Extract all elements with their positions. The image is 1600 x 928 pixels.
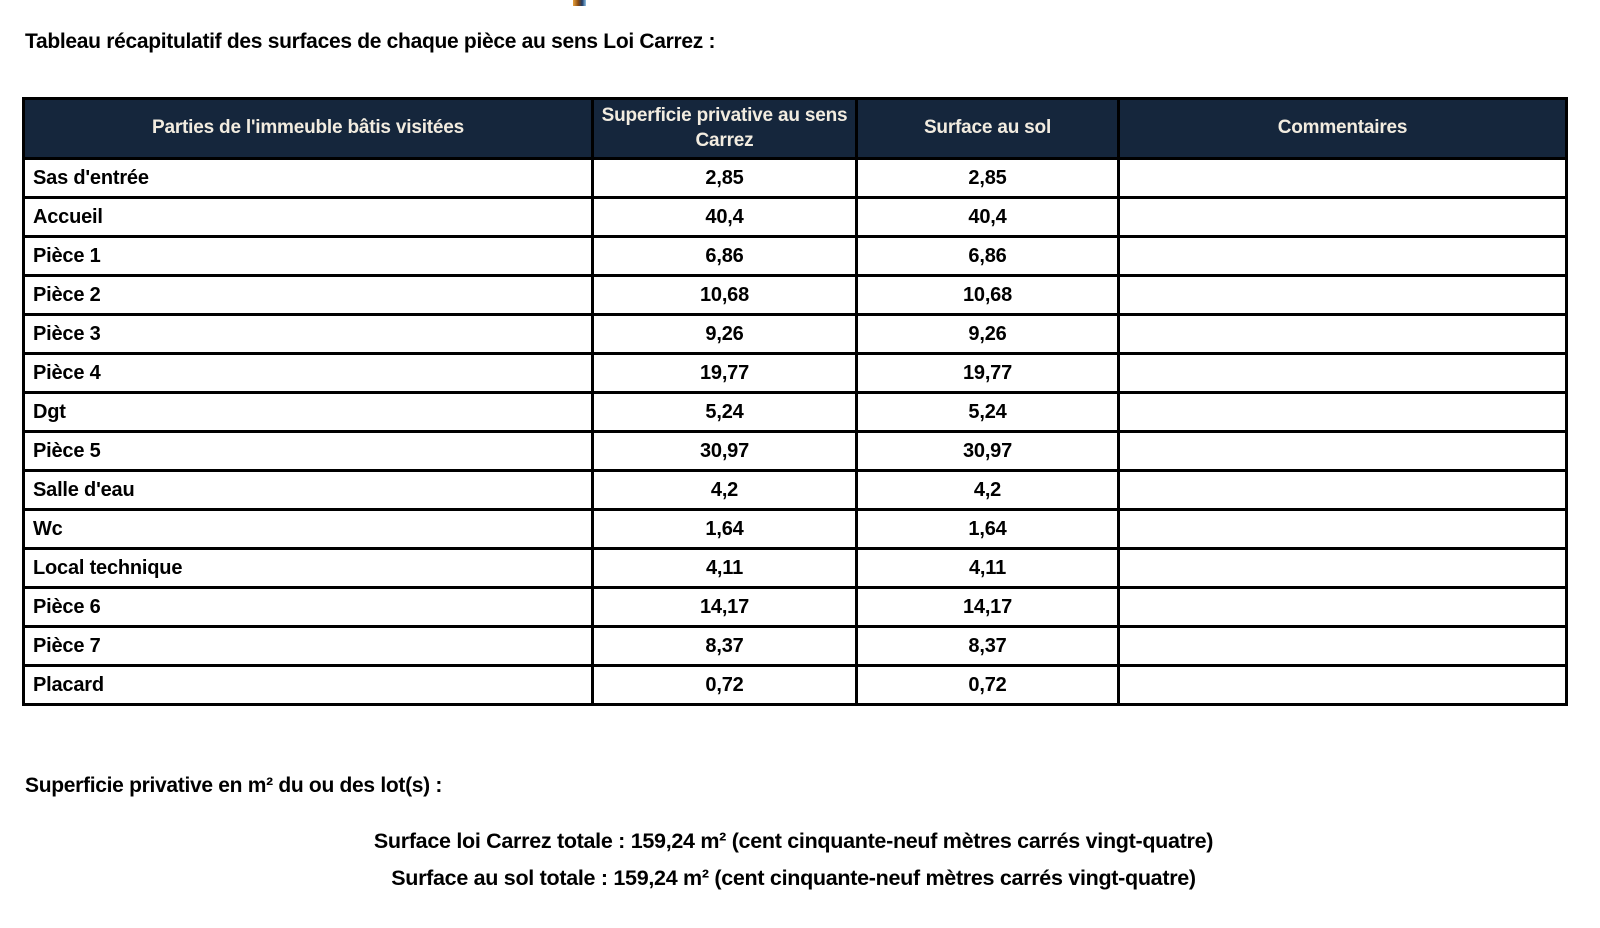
row-sol-value: 4,11	[855, 547, 1120, 589]
row-carrez-value: 6,86	[591, 235, 858, 277]
row-comment	[1117, 274, 1568, 316]
row-label: Sas d'entrée	[22, 157, 594, 199]
row-carrez-value: 40,4	[591, 196, 858, 238]
row-carrez-value: 2,85	[591, 157, 858, 199]
row-label: Pièce 1	[22, 235, 594, 277]
row-label: Pièce 5	[22, 430, 594, 472]
row-sol-value: 40,4	[855, 196, 1120, 238]
total-sol-line: Surface au sol totale : 159,24 m² (cent …	[391, 866, 1196, 890]
row-carrez-value: 4,2	[591, 469, 858, 511]
col-header-superficie-carrez: Superficie privative au sens Carrez	[591, 97, 858, 160]
row-comment	[1117, 313, 1568, 355]
table-row: Pièce 1 6,86 6,86	[22, 235, 1568, 277]
row-label: Pièce 7	[22, 625, 594, 667]
total-carrez-line: Surface loi Carrez totale : 159,24 m² (c…	[373, 829, 1214, 853]
col-header-surface-sol: Surface au sol	[855, 97, 1120, 160]
row-label: Placard	[22, 664, 594, 706]
row-comment	[1117, 235, 1568, 277]
row-carrez-value: 8,37	[591, 625, 858, 667]
row-comment	[1117, 391, 1568, 433]
table-row: Sas d'entrée 2,85 2,85	[22, 157, 1568, 199]
row-comment	[1117, 469, 1568, 511]
row-sol-value: 2,85	[855, 157, 1120, 199]
cropped-text-artifact	[573, 0, 586, 6]
table-row: Placard 0,72 0,72	[22, 664, 1568, 706]
row-sol-value: 14,17	[855, 586, 1120, 628]
table-row: Local technique 4,11 4,11	[22, 547, 1568, 589]
row-comment	[1117, 547, 1568, 589]
row-comment	[1117, 196, 1568, 238]
row-label: Salle d'eau	[22, 469, 594, 511]
table-header-row: Parties de l'immeuble bâtis visitées Sup…	[22, 97, 1568, 160]
row-sol-value: 4,2	[855, 469, 1120, 511]
row-sol-value: 19,77	[855, 352, 1120, 394]
row-carrez-value: 10,68	[591, 274, 858, 316]
surfaces-table: Parties de l'immeuble bâtis visitées Sup…	[22, 97, 1568, 706]
row-sol-value: 9,26	[855, 313, 1120, 355]
table-row: Pièce 7 8,37 8,37	[22, 625, 1568, 667]
table-row: Accueil 40,4 40,4	[22, 196, 1568, 238]
row-comment	[1117, 625, 1568, 667]
row-comment	[1117, 430, 1568, 472]
table-row: Dgt 5,24 5,24	[22, 391, 1568, 433]
row-carrez-value: 19,77	[591, 352, 858, 394]
row-carrez-value: 5,24	[591, 391, 858, 433]
table-row: Pièce 6 14,17 14,17	[22, 586, 1568, 628]
row-carrez-value: 4,11	[591, 547, 858, 589]
intro-text: Tableau récapitulatif des surfaces de ch…	[25, 30, 716, 53]
table-row: Pièce 5 30,97 30,97	[22, 430, 1568, 472]
row-label: Local technique	[22, 547, 594, 589]
table-row: Wc 1,64 1,64	[22, 508, 1568, 550]
row-sol-value: 8,37	[855, 625, 1120, 667]
row-label: Accueil	[22, 196, 594, 238]
row-comment	[1117, 664, 1568, 706]
row-label: Dgt	[22, 391, 594, 433]
col-header-parties: Parties de l'immeuble bâtis visitées	[22, 97, 594, 160]
table-row: Salle d'eau 4,2 4,2	[22, 469, 1568, 511]
row-label: Pièce 2	[22, 274, 594, 316]
row-carrez-value: 30,97	[591, 430, 858, 472]
row-label: Pièce 4	[22, 352, 594, 394]
table-row: Pièce 2 10,68 10,68	[22, 274, 1568, 316]
row-sol-value: 6,86	[855, 235, 1120, 277]
row-label: Wc	[22, 508, 594, 550]
row-carrez-value: 9,26	[591, 313, 858, 355]
table-row: Pièce 3 9,26 9,26	[22, 313, 1568, 355]
row-sol-value: 30,97	[855, 430, 1120, 472]
table-row: Pièce 4 19,77 19,77	[22, 352, 1568, 394]
row-carrez-value: 0,72	[591, 664, 858, 706]
row-label: Pièce 6	[22, 586, 594, 628]
row-comment	[1117, 508, 1568, 550]
col-header-commentaires: Commentaires	[1117, 97, 1568, 160]
row-sol-value: 1,64	[855, 508, 1120, 550]
row-comment	[1117, 157, 1568, 199]
row-label: Pièce 3	[22, 313, 594, 355]
row-carrez-value: 14,17	[591, 586, 858, 628]
row-comment	[1117, 586, 1568, 628]
row-sol-value: 5,24	[855, 391, 1120, 433]
row-comment	[1117, 352, 1568, 394]
row-sol-value: 10,68	[855, 274, 1120, 316]
row-carrez-value: 1,64	[591, 508, 858, 550]
superficie-lots-line: Superficie privative en m² du ou des lot…	[25, 774, 443, 797]
row-sol-value: 0,72	[855, 664, 1120, 706]
totals-block: Surface loi Carrez totale : 159,24 m² (c…	[22, 823, 1565, 897]
